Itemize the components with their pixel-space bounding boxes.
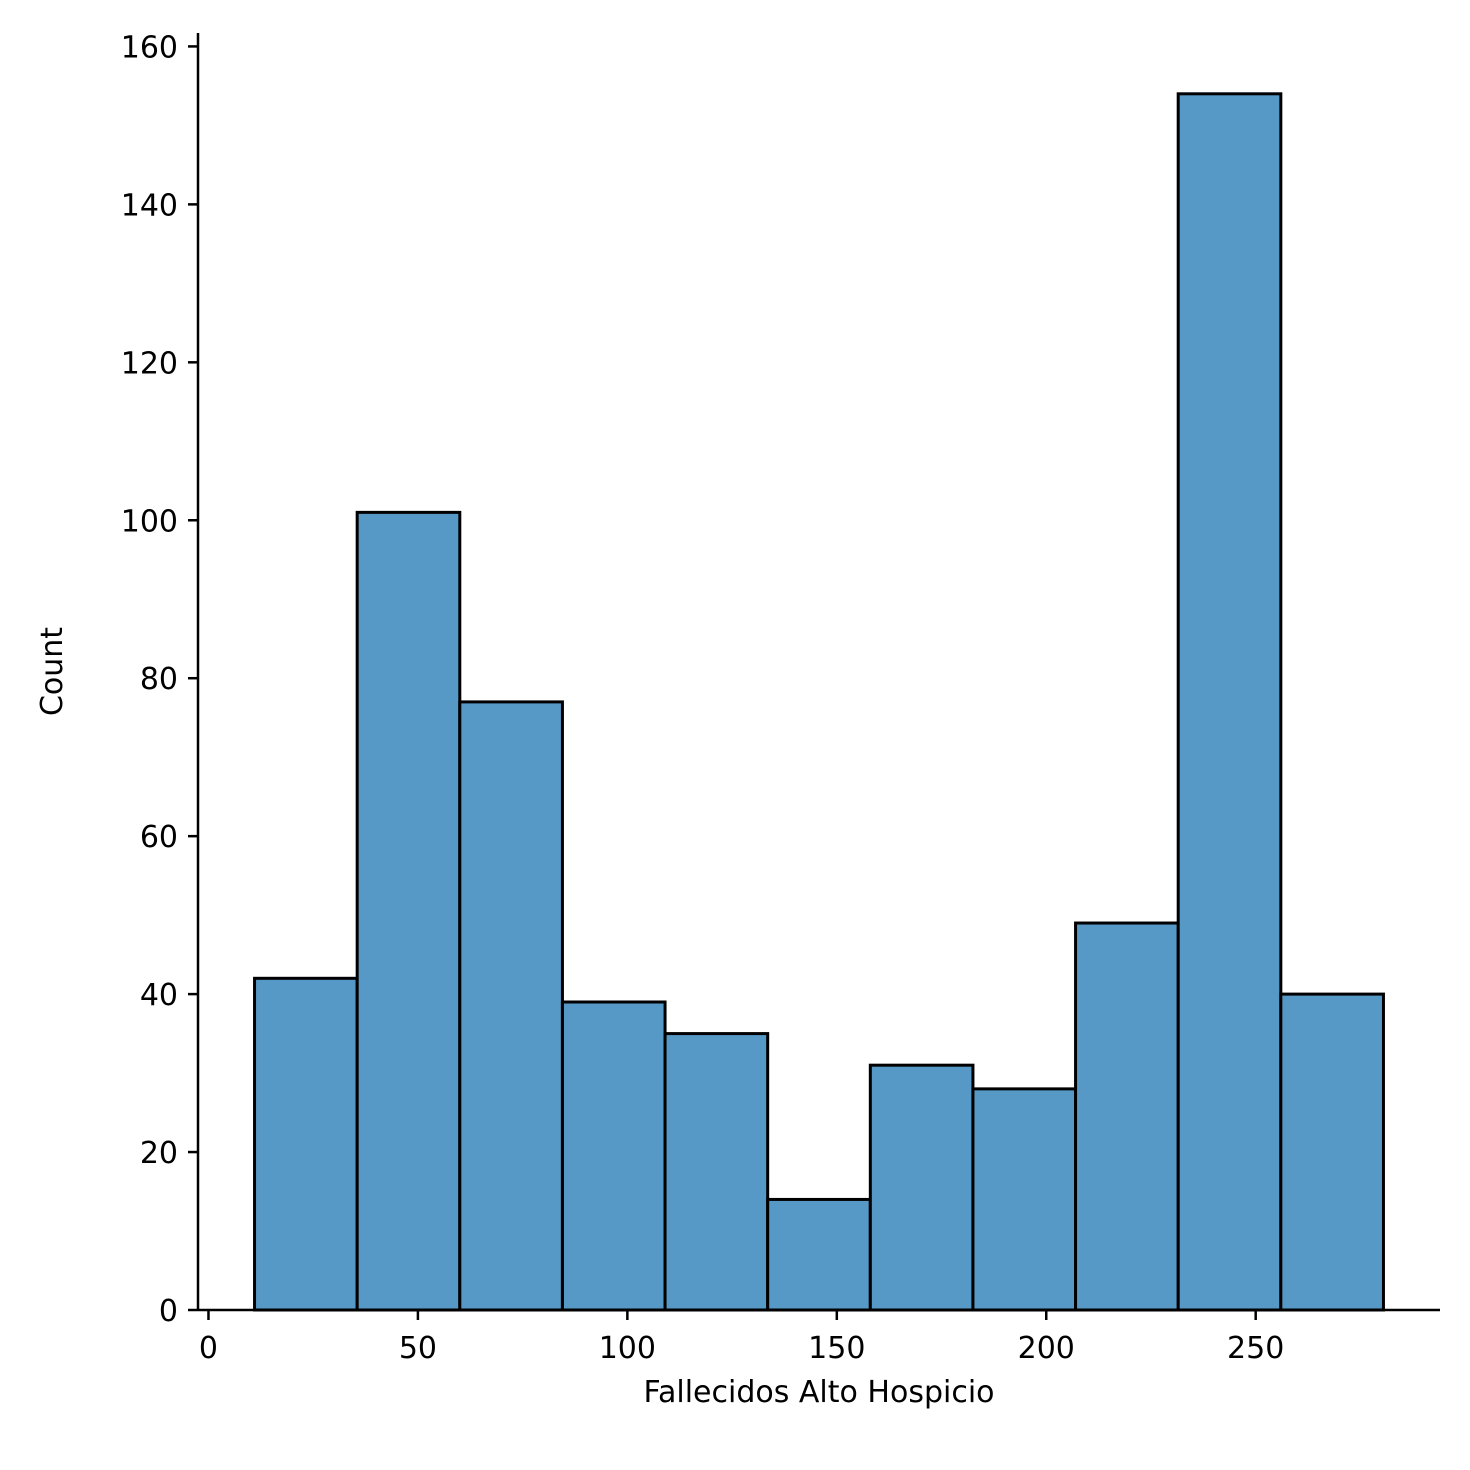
- y-ticks-group: 0 20 40 60 80 100 120 140 160: [121, 30, 198, 1329]
- histogram-bar-9: [1176, 92, 1283, 1312]
- histogram-bar-10: [1279, 992, 1385, 1312]
- x-ticks-group: 0 50 100 150 200 250: [199, 1310, 1284, 1366]
- histogram-bar-2: [458, 700, 564, 1312]
- y-tick-label: 60: [140, 820, 178, 855]
- histogram-bar-8: [1074, 921, 1180, 1312]
- histogram-bar-0: [253, 976, 359, 1312]
- y-tick-label: 80: [140, 662, 178, 697]
- histogram-bar-6: [868, 1063, 975, 1312]
- histogram-bar-5: [766, 1197, 872, 1312]
- histogram-bar-1: [355, 510, 462, 1312]
- histogram-bar-3: [560, 1000, 667, 1312]
- x-tick-label: 100: [599, 1331, 656, 1366]
- y-tick-label: 160: [121, 30, 178, 65]
- y-tick-label: 100: [121, 504, 178, 539]
- histogram-bar-4: [663, 1032, 770, 1312]
- y-tick-label: 40: [140, 978, 178, 1013]
- y-axis-label: Count: [35, 627, 70, 716]
- y-tick-label: 120: [121, 346, 178, 381]
- histogram-bar-7: [971, 1087, 1078, 1312]
- y-tick-label: 20: [140, 1136, 178, 1171]
- x-tick-label: 0: [199, 1331, 218, 1366]
- x-tick-label: 200: [1018, 1331, 1075, 1366]
- x-axis-label: Fallecidos Alto Hospicio: [643, 1375, 994, 1410]
- bars-group: [253, 92, 1385, 1312]
- x-tick-label: 150: [808, 1331, 865, 1366]
- x-tick-label: 250: [1227, 1331, 1284, 1366]
- x-tick-label: 50: [399, 1331, 437, 1366]
- y-tick-label: 140: [121, 188, 178, 223]
- y-tick-label: 0: [159, 1294, 178, 1329]
